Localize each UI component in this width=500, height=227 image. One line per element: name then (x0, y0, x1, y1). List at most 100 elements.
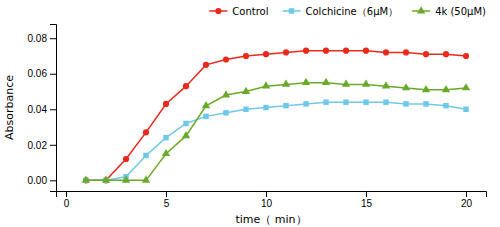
data-point (143, 153, 148, 158)
data-point (303, 48, 309, 54)
x-tick-label: 20 (461, 198, 473, 209)
data-point (202, 101, 210, 108)
data-point (263, 105, 268, 110)
data-point (323, 99, 328, 104)
data-point (82, 176, 90, 183)
x-tick-mark (166, 191, 167, 197)
data-point (462, 83, 470, 90)
series-line (86, 51, 466, 181)
series (83, 99, 468, 183)
data-point (323, 48, 329, 54)
data-point (302, 78, 310, 85)
data-point (342, 80, 350, 87)
data-point (422, 85, 430, 92)
x-tick: 5 (164, 191, 170, 209)
x-tick-label: 10 (261, 198, 273, 209)
data-point (223, 56, 229, 62)
data-point (363, 99, 368, 104)
data-point (222, 90, 230, 97)
data-point (203, 114, 208, 119)
y-axis-line (50, 25, 57, 192)
data-point (363, 48, 369, 54)
data-point (242, 87, 250, 94)
data-point (142, 176, 150, 183)
data-point (383, 49, 389, 55)
data-point (262, 81, 270, 88)
x-tick: 20 (461, 191, 473, 209)
data-point (343, 48, 349, 54)
x-axis-line (57, 192, 487, 198)
y-tick-mark (50, 109, 56, 110)
x-tick-mark (66, 191, 67, 197)
data-point (163, 135, 168, 140)
data-point (102, 176, 110, 183)
legend-marker (417, 6, 425, 13)
series-line (86, 102, 466, 180)
series (82, 78, 470, 183)
data-point (423, 101, 428, 106)
data-point (282, 80, 290, 87)
y-tick-mark (50, 180, 56, 181)
y-tick-label: 0.06 (28, 68, 48, 79)
series-line (86, 83, 466, 181)
legend-marker (215, 8, 221, 14)
x-tick-label: 5 (164, 198, 170, 209)
data-point (163, 101, 169, 107)
y-tick: 0.06 (28, 68, 56, 79)
y-tick: 0.00 (28, 175, 56, 186)
y-tick: 0.08 (28, 33, 56, 44)
y-tick: 0.02 (28, 140, 56, 151)
y-tick-label: 0.04 (28, 104, 48, 115)
x-axis: 0 5 10 15 20 (57, 191, 487, 209)
data-point (203, 62, 209, 68)
plot-area (82, 48, 470, 184)
x-tick: 10 (261, 191, 273, 209)
y-axis: 0.00 0.02 0.04 0.06 0.08 (28, 25, 57, 192)
data-point (443, 51, 449, 57)
x-tick-mark (466, 191, 467, 197)
legend-label: 4k (50μM) (435, 6, 486, 17)
x-tick-label: 15 (361, 198, 373, 209)
y-tick-label: 0.02 (28, 140, 48, 151)
data-point (243, 107, 248, 112)
data-point (303, 101, 308, 106)
legend: Control Colchicine（6μM） 4k (50μM) (209, 6, 486, 17)
data-point (463, 53, 469, 59)
data-point (463, 107, 468, 112)
y-tick-mark (50, 74, 56, 75)
data-point (403, 49, 409, 55)
data-point (183, 121, 188, 126)
legend-item: 4k (50μM) (412, 6, 486, 17)
x-axis-title: time（ min） (235, 213, 306, 226)
data-point (183, 83, 189, 89)
series (83, 48, 469, 184)
x-tick: 15 (361, 191, 373, 209)
y-tick-label: 0.08 (28, 33, 48, 44)
data-point (403, 101, 408, 106)
data-point (343, 99, 348, 104)
y-tick: 0.04 (28, 104, 56, 115)
chart: 051015200.000.020.040.060.08time（ min）Ab… (0, 0, 500, 227)
data-point (182, 131, 190, 138)
data-point (122, 176, 130, 183)
data-point (442, 85, 450, 92)
x-tick-mark (366, 191, 367, 197)
y-tick-label: 0.00 (28, 175, 48, 186)
data-point (402, 83, 410, 90)
data-point (143, 129, 149, 135)
y-tick-mark (50, 38, 56, 39)
legend-item: Colchicine（6μM） (283, 6, 399, 17)
legend-label: Colchicine（6μM） (306, 6, 399, 17)
data-point (243, 53, 249, 59)
data-point (162, 149, 170, 156)
legend-label: Control (232, 6, 268, 17)
data-point (443, 103, 448, 108)
data-point (223, 110, 228, 115)
data-point (322, 78, 330, 85)
data-point (283, 103, 288, 108)
legend-marker (289, 8, 294, 13)
data-point (383, 99, 388, 104)
legend-item: Control (209, 6, 268, 17)
y-tick-mark (50, 145, 56, 146)
x-tick: 0 (64, 191, 70, 209)
